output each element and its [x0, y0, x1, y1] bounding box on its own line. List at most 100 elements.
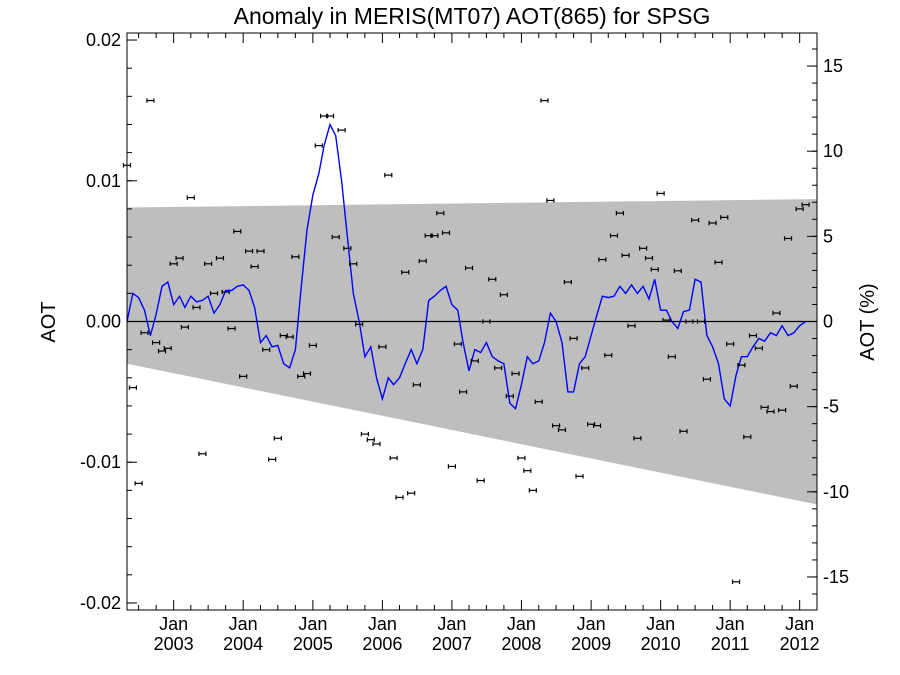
data-point — [401, 270, 410, 275]
data-point — [667, 354, 676, 359]
data-point — [737, 362, 746, 368]
data-point — [476, 478, 485, 483]
data-point — [430, 233, 439, 238]
data-point — [621, 253, 630, 258]
data-point — [221, 289, 230, 295]
y-tick-label-left: -0.01 — [80, 452, 121, 472]
data-point — [511, 371, 520, 376]
data-point — [291, 254, 300, 259]
x-axis: Jan2003Jan2004Jan2005Jan2006Jan2007Jan20… — [138, 33, 820, 654]
x-tick-label-month: Jan — [507, 614, 536, 634]
x-tick-label-year: 2006 — [362, 634, 402, 654]
data-point — [418, 258, 427, 264]
x-tick-label-year: 2008 — [501, 634, 541, 654]
data-point — [748, 333, 758, 338]
data-point — [551, 423, 561, 428]
x-tick-label-month: Jan — [646, 614, 675, 634]
y-axis-right: 15 10 5 0 -5 -10 -15 — [807, 48, 849, 595]
data-point — [604, 353, 613, 358]
x-tick-label-year: 2010 — [641, 634, 681, 654]
y-tick-label-right: -5 — [823, 397, 839, 417]
data-point — [343, 246, 352, 251]
data-point — [789, 384, 798, 389]
data-point — [720, 215, 729, 220]
data-point — [134, 481, 143, 486]
data-point — [534, 399, 543, 404]
y-axis-left: 0.02 0.01 0.00 -0.01 -0.02 — [80, 30, 137, 613]
data-point — [470, 358, 479, 364]
y-tick-label-right: 5 — [823, 226, 833, 246]
data-point — [180, 324, 189, 330]
data-point — [447, 464, 457, 469]
data-point — [407, 490, 416, 496]
data-point — [644, 255, 654, 261]
x-tick-label-month: Jan — [159, 614, 188, 634]
x-tick-label-year: 2003 — [154, 634, 194, 654]
data-point — [505, 393, 514, 399]
x-tick-label-month: Jan — [437, 614, 466, 634]
data-point — [366, 437, 375, 442]
data-point — [204, 261, 213, 266]
data-point — [215, 255, 225, 261]
data-point — [360, 431, 369, 437]
data-point — [372, 441, 381, 447]
data-point — [337, 127, 346, 133]
data-point — [754, 346, 764, 351]
data-point — [349, 261, 358, 266]
x-tick-label-year: 2012 — [780, 634, 820, 654]
y-axis-label-right: AOT (%) — [857, 283, 879, 360]
data-point — [778, 407, 787, 413]
data-point — [714, 260, 723, 265]
x-tick-label-year: 2011 — [711, 634, 750, 654]
data-point — [302, 371, 312, 376]
data-point — [412, 382, 421, 388]
data-point — [743, 434, 752, 440]
x-tick-label-year: 2007 — [432, 634, 472, 654]
data-point — [708, 220, 717, 226]
data-point — [569, 336, 578, 341]
data-point — [464, 265, 474, 271]
points-layer — [122, 98, 810, 585]
data-point — [696, 319, 706, 324]
y-tick-label-left: 0.01 — [86, 171, 121, 191]
data-point — [656, 191, 665, 196]
data-point — [163, 346, 172, 351]
data-point — [482, 319, 491, 324]
data-point — [209, 291, 219, 296]
data-point — [726, 341, 735, 347]
data-point — [702, 377, 712, 382]
x-tick-label-month: Jan — [229, 614, 258, 634]
data-point — [766, 409, 775, 414]
data-point — [633, 436, 642, 441]
data-point — [198, 451, 207, 456]
data-point — [169, 261, 178, 266]
data-point — [384, 172, 393, 178]
data-point — [731, 579, 741, 585]
smoothed-anomaly-line — [126, 122, 807, 411]
data-point — [314, 143, 323, 148]
data-point — [517, 455, 526, 461]
band-layer — [127, 199, 817, 505]
data-point — [499, 292, 509, 297]
data-point — [673, 268, 682, 274]
x-tick-label-month: Jan — [368, 614, 397, 634]
data-point — [146, 98, 155, 103]
uncertainty-band — [127, 199, 817, 505]
y-tick-label-right: -15 — [823, 567, 849, 587]
data-point — [650, 267, 659, 272]
x-tick-label-month: Jan — [716, 614, 745, 634]
data-point — [795, 206, 804, 212]
data-point — [546, 198, 555, 203]
data-point — [615, 210, 624, 216]
data-point — [239, 374, 248, 379]
data-point — [563, 279, 572, 285]
data-point — [488, 277, 497, 282]
data-point — [494, 365, 503, 371]
y-tick-label-left: 0.02 — [86, 30, 121, 50]
data-point — [801, 202, 810, 207]
y-axis-label-left: AOT — [38, 301, 60, 342]
data-point — [325, 113, 335, 119]
line-layer — [126, 122, 807, 411]
y-tick-label-right: 10 — [823, 141, 843, 161]
